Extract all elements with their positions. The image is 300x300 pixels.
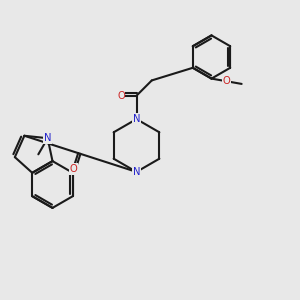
Text: O: O [117,91,125,101]
Text: N: N [44,133,51,143]
Text: O: O [69,164,77,174]
Text: N: N [133,114,140,124]
Text: O: O [223,76,231,86]
Text: N: N [133,167,140,177]
